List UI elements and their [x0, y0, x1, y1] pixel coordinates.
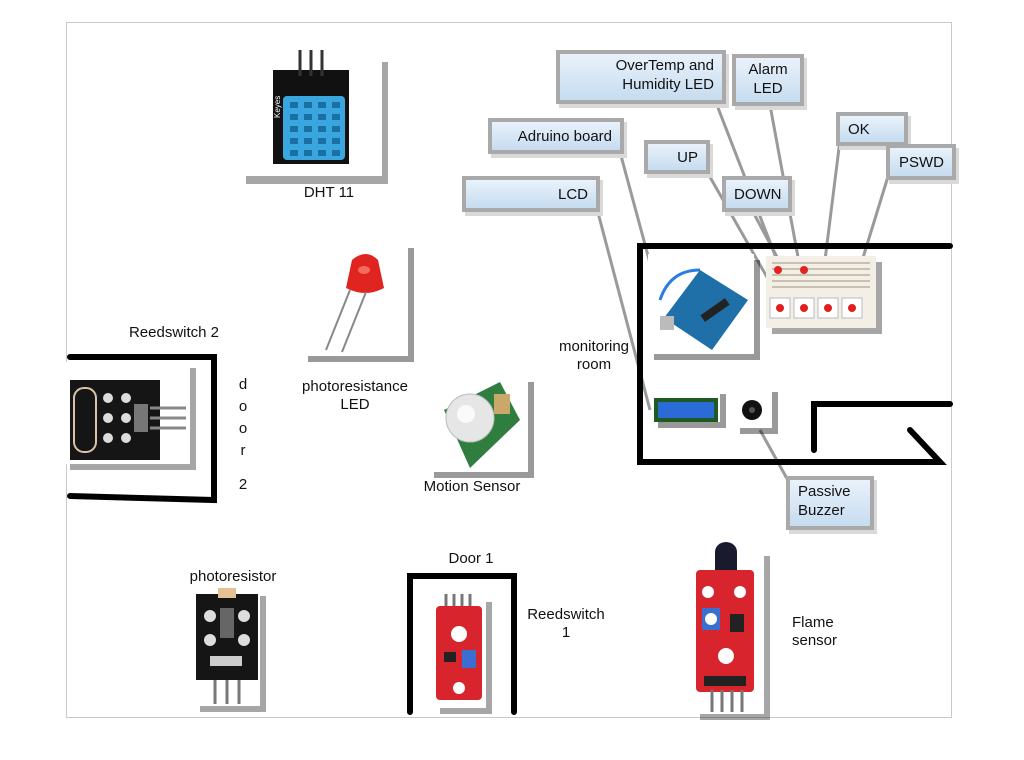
- breadboard-with-buttons: [766, 256, 882, 334]
- label-door2-vertical: d o o r 2: [234, 374, 252, 496]
- callout-buzzer-line1: Passive: [798, 483, 851, 500]
- label-photoresistance-line2: LED: [340, 396, 370, 413]
- door2-walls: [67, 354, 217, 504]
- label-reedswitch1: Reedswitch 1: [518, 606, 614, 642]
- label-flame-line1: Flame: [792, 614, 834, 631]
- motion-sensor-component: [428, 376, 534, 478]
- label-reedswitch1-line2: 1: [561, 624, 571, 641]
- label-photoresistor: photoresistor: [189, 568, 277, 585]
- label-flame-line2: sensor: [792, 632, 838, 649]
- callout-overtemp-led: OverTemp and Humidity LED: [556, 50, 726, 104]
- lcd-module: [652, 388, 726, 428]
- reedswitch1-module: [434, 594, 492, 714]
- label-reedswitch2: Reedswitch 2: [128, 324, 220, 341]
- callout-overtemp-line2: Humidity LED: [622, 76, 714, 93]
- callout-alarm-line1: Alarm: [748, 61, 788, 78]
- dht11-keyes-text: Keyes: [273, 96, 282, 118]
- callout-arduino-text: Adruino board: [517, 128, 612, 145]
- label-door2-char: o: [238, 420, 248, 437]
- callout-pswd: PSWD: [886, 144, 956, 180]
- label-monitoring-room: monitoring room: [546, 338, 642, 374]
- label-door2-char: r: [240, 442, 246, 459]
- callout-lcd: LCD: [462, 176, 600, 212]
- callout-ok-text: OK: [848, 121, 870, 138]
- monitoring-room-walls: [637, 243, 953, 465]
- label-door1: Door 1: [448, 550, 494, 567]
- label-monitoring-line1: monitoring: [558, 338, 630, 355]
- label-door2-char: d: [238, 376, 248, 393]
- label-flame-sensor: Flame sensor: [792, 614, 862, 650]
- callout-ok: OK: [836, 112, 908, 146]
- label-monitoring-line2: room: [576, 356, 612, 373]
- arduino-board: [648, 254, 760, 360]
- callout-down: DOWN: [722, 176, 792, 212]
- callout-up-text: UP: [677, 149, 698, 166]
- leader-buzzer: [758, 429, 792, 485]
- door1-walls: [407, 573, 517, 715]
- label-photoresistance-led: photoresistance LED: [280, 378, 430, 414]
- reedswitch2-module: [64, 362, 196, 470]
- callout-passive-buzzer: Passive Buzzer: [786, 476, 874, 530]
- callout-pswd-text: PSWD: [899, 154, 944, 171]
- callout-arduino-board: Adruino board: [488, 118, 624, 154]
- passive-buzzer-module: [734, 386, 778, 434]
- dht11-module: Keyes: [240, 50, 388, 184]
- alarm-led-icon: [774, 266, 782, 274]
- label-dht11: DHT 11: [303, 184, 355, 201]
- overtemp-led-icon: [800, 266, 808, 274]
- callout-alarm-led: Alarm LED: [732, 54, 804, 106]
- callout-down-text: DOWN: [734, 186, 782, 203]
- led-component: [302, 242, 414, 362]
- callout-overtemp-line1: OverTemp and: [615, 57, 714, 74]
- flame-sensor-module: [694, 542, 770, 720]
- label-door2-char: 2: [238, 476, 248, 493]
- label-photoresistance-line1: photoresistance: [302, 378, 408, 395]
- push-buttons: [769, 297, 863, 319]
- photoresistor-module: [194, 588, 266, 712]
- label-motion-sensor: Motion Sensor: [423, 478, 521, 495]
- callout-buzzer-line2: Buzzer: [798, 502, 845, 519]
- callout-lcd-text: LCD: [557, 186, 588, 203]
- label-reedswitch1-line1: Reedswitch: [527, 606, 605, 623]
- callout-up: UP: [644, 140, 710, 174]
- label-door2-char: o: [238, 398, 248, 415]
- callout-alarm-line2: LED: [753, 80, 783, 97]
